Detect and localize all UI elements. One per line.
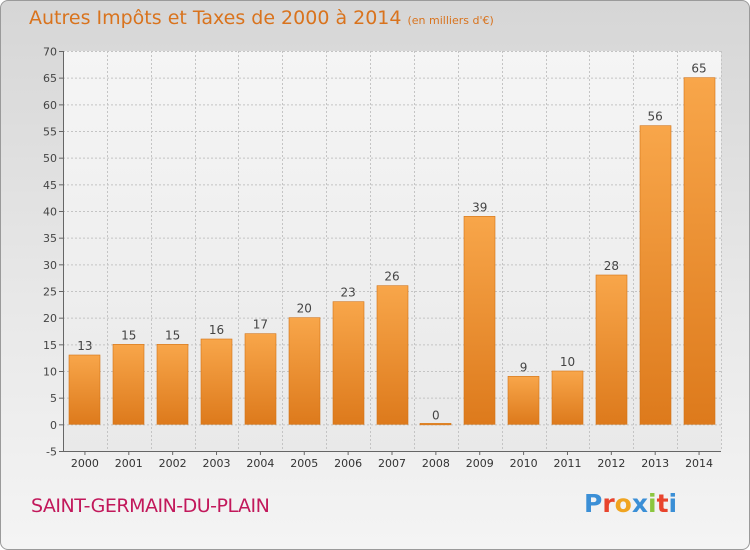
y-tick-label: 5: [50, 392, 57, 405]
bar-2004[interactable]: [244, 333, 277, 425]
y-tick-label: 65: [43, 72, 57, 85]
logo-letter: P: [584, 489, 603, 518]
axes: -5 0 5 10 15 20 25 30 35 40 45 50 55 60 65 70 2000 2001 20…: [43, 46, 721, 470]
y-tick-label: 30: [43, 259, 57, 272]
x-tick-label: 2000: [71, 457, 99, 470]
data-label-2013: 56: [648, 110, 663, 124]
data-label-2014: 65: [691, 62, 706, 76]
bar-2011[interactable]: [551, 370, 584, 425]
y-tick-label: 20: [43, 312, 57, 325]
data-label-2003: 16: [209, 323, 224, 337]
data-label-2008: 0: [432, 408, 440, 422]
bar-2002[interactable]: [156, 344, 189, 425]
bar-2001[interactable]: [112, 344, 145, 425]
x-tick-label: 2013: [641, 457, 669, 470]
y-tick-label: 45: [43, 179, 57, 192]
y-tick-label: 55: [43, 126, 57, 139]
logo-letter: i: [648, 489, 657, 518]
data-label-2001: 15: [121, 328, 136, 342]
y-tick-label: -5: [46, 446, 57, 459]
y-tick-label: 0: [50, 419, 57, 432]
logo-letter: x: [631, 489, 648, 518]
bar-2012[interactable]: [595, 274, 628, 425]
bar-2013[interactable]: [639, 125, 672, 425]
logo-letter: o: [614, 489, 632, 518]
x-tick-label: 2008: [422, 457, 450, 470]
bar-2007[interactable]: [376, 285, 409, 425]
y-tick-label: 10: [43, 366, 57, 379]
x-tick-label: 2009: [466, 457, 494, 470]
data-label-2005: 20: [297, 302, 312, 316]
proxiti-logo[interactable]: Proxiti: [584, 489, 677, 518]
y-tick-label: 40: [43, 206, 57, 219]
data-label-2006: 23: [340, 286, 355, 300]
bar-2010[interactable]: [507, 376, 540, 425]
y-tick-label: 35: [43, 232, 57, 245]
y-tick-label: 50: [43, 152, 57, 165]
bar-2009[interactable]: [463, 216, 496, 425]
x-tick-label: 2007: [378, 457, 406, 470]
data-label-2002: 15: [165, 328, 180, 342]
bar-2005[interactable]: [288, 317, 321, 425]
x-tick-label: 2012: [597, 457, 625, 470]
bar-2003[interactable]: [200, 338, 233, 425]
data-label-2000: 13: [77, 339, 92, 353]
data-label-2011: 10: [560, 355, 575, 369]
x-tick-label: 2014: [685, 457, 713, 470]
chart-title: Autres Impôts et Taxes de 2000 à 2014 (en…: [29, 7, 494, 29]
y-tick-label: 60: [43, 99, 57, 112]
bar-2014[interactable]: [683, 77, 716, 425]
y-tick-label: 15: [43, 339, 57, 352]
data-label-2012: 28: [604, 259, 619, 273]
y-tick-label: 70: [43, 46, 57, 59]
x-tick-label: 2001: [115, 457, 143, 470]
bar-2000[interactable]: [68, 354, 101, 425]
x-tick-label: 2003: [203, 457, 231, 470]
x-tick-label: 2010: [510, 457, 538, 470]
logo-letter: r: [602, 489, 615, 518]
bar-2006[interactable]: [332, 301, 365, 425]
chart-unit-note: (en milliers d'€): [407, 14, 494, 27]
x-tick-label: 2005: [290, 457, 318, 470]
data-label-2007: 26: [384, 270, 399, 284]
chart-title-text: Autres Impôts et Taxes de 2000 à 2014: [29, 7, 402, 29]
logo-letter: i: [668, 489, 678, 518]
logo-letter: t: [656, 489, 669, 518]
bar-series: 13 15 15 16 17 20 23 26 0 39 9 10 28 56 65: [68, 62, 716, 426]
data-label-2004: 17: [253, 318, 268, 332]
x-tick-label: 2004: [246, 457, 274, 470]
city-name: SAINT-GERMAIN-DU-PLAIN: [31, 495, 270, 517]
x-tick-label: 2011: [553, 457, 581, 470]
bar-2008[interactable]: [419, 423, 452, 426]
y-tick-label: 25: [43, 286, 57, 299]
data-label-2009: 39: [472, 200, 487, 214]
x-tick-label: 2002: [159, 457, 187, 470]
x-tick-label: 2006: [334, 457, 362, 470]
data-label-2010: 9: [520, 360, 528, 374]
